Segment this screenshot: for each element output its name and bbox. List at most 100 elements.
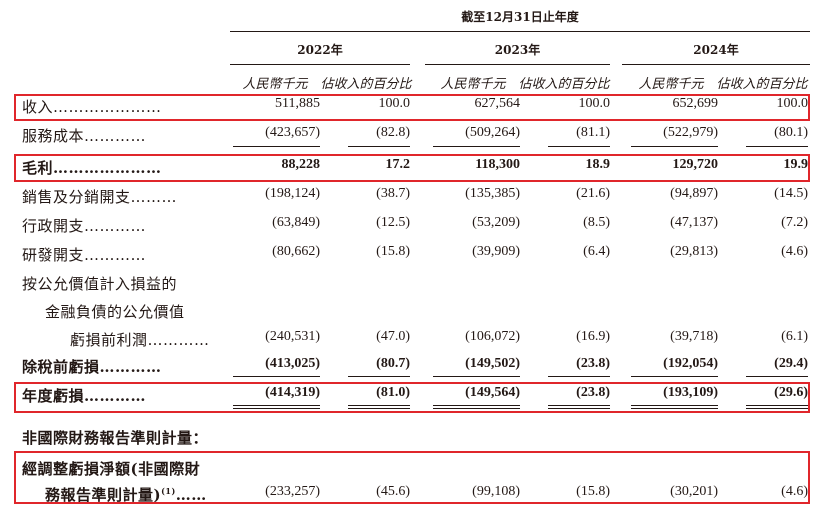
row-0-value-2: 627,564: [474, 96, 521, 111]
row-5-value-5: (4.6): [781, 244, 808, 259]
row-label-8: 年度虧損…………: [22, 387, 147, 405]
row-0-value-5: 100.0: [776, 96, 809, 111]
non-ifrs-value-3: (15.8): [576, 484, 610, 499]
sum-rule2-2-4: [631, 408, 718, 409]
row-3-value-5: (14.5): [774, 186, 808, 201]
sum-rule-1-1: [348, 376, 410, 377]
row-4-value-2: (53,209): [472, 215, 520, 230]
sum-rule-2-1: [348, 405, 410, 406]
period-heading: 截至12月31日止年度: [461, 10, 579, 24]
col-rmb-2022: 人民幣千元: [242, 77, 308, 92]
row-2-value-5: 19.9: [783, 157, 809, 172]
sum-rule-0-3: [548, 146, 610, 147]
sum-rule-2-2: [433, 405, 520, 406]
row-5-value-4: (29,813): [670, 244, 718, 259]
row-1-value-4: (522,979): [663, 125, 718, 140]
row-4-value-1: (12.5): [376, 215, 410, 230]
year-2023-rule: [425, 64, 610, 65]
non-ifrs-value-2: (99,108): [472, 484, 520, 499]
non-ifrs-heading: 非國際財務報告準則計量：: [22, 429, 209, 447]
year-2022-heading: 2022年: [297, 43, 343, 57]
row-8-value-2: (149,564): [465, 385, 520, 400]
row-5-value-2: (39,909): [472, 244, 520, 259]
row-5-value-1: (15.8): [376, 244, 410, 259]
row-1-value-1: (82.8): [376, 125, 410, 140]
non-ifrs-label-text: 務報告準則計量): [45, 486, 162, 504]
row-6-value-3: (16.9): [576, 329, 610, 344]
non-ifrs-dots: ……: [175, 486, 207, 504]
sum-rule-1-3: [548, 376, 610, 377]
row-5-value-0: (80,662): [272, 244, 320, 259]
row-6-value-4: (39,718): [670, 329, 718, 344]
row-8-value-3: (23.8): [576, 385, 610, 400]
sum-rule-2-0: [233, 405, 320, 406]
col-pct-2024: 佔收入的百分比: [716, 77, 808, 92]
row-label-2: 毛利…………………: [22, 159, 162, 177]
row-4-value-5: (7.2): [781, 215, 808, 230]
highlight-annual-loss: [14, 382, 810, 413]
sum-rule2-2-1: [348, 408, 410, 409]
non-ifrs-value-4: (30,201): [670, 484, 718, 499]
sum-rule-0-4: [631, 146, 718, 147]
sum-rule-1-0: [233, 376, 320, 377]
row-6-value-2: (106,072): [465, 329, 520, 344]
sum-rule-2-4: [631, 405, 718, 406]
sum-rule-0-1: [348, 146, 410, 147]
row-label-line-0: 按公允價值計入損益的: [22, 275, 178, 293]
row-label-0: 收入…………………: [22, 98, 162, 116]
sum-rule2-2-0: [233, 408, 320, 409]
sum-rule-2-3: [548, 405, 610, 406]
highlight-revenue: [14, 94, 810, 121]
col-pct-2022: 佔收入的百分比: [320, 77, 412, 92]
row-7-value-0: (413,025): [265, 356, 320, 371]
sum-rule-2-5: [746, 405, 808, 406]
footnote-marker: (1): [161, 486, 176, 496]
row-1-value-0: (423,657): [265, 125, 320, 140]
sum-rule-0-2: [433, 146, 520, 147]
row-4-value-0: (63,849): [272, 215, 320, 230]
row-2-value-1: 17.2: [385, 157, 411, 172]
row-3-value-1: (38.7): [376, 186, 410, 201]
sum-rule-1-5: [746, 376, 808, 377]
row-0-value-1: 100.0: [378, 96, 411, 111]
row-7-value-5: (29.4): [774, 356, 808, 371]
col-pct-2023: 佔收入的百分比: [518, 77, 610, 92]
non-ifrs-value-1: (45.6): [376, 484, 410, 499]
col-rmb-2024: 人民幣千元: [638, 77, 704, 92]
sum-rule2-2-2: [433, 408, 520, 409]
year-2023-heading: 2023年: [494, 43, 541, 57]
non-ifrs-label-line-1: 務報告準則計量)(1)……: [45, 484, 207, 505]
row-1-value-2: (509,264): [465, 125, 520, 140]
row-0-value-3: 100.0: [578, 96, 611, 111]
row-1-value-3: (81.1): [576, 125, 610, 140]
row-7-value-2: (149,502): [465, 356, 520, 371]
sum-rule-0-5: [746, 146, 808, 147]
row-7-value-4: (192,054): [663, 356, 718, 371]
row-8-value-4: (193,109): [663, 385, 718, 400]
col-rmb-2023: 人民幣千元: [440, 77, 506, 92]
sum-rule-1-2: [433, 376, 520, 377]
period-rule: [230, 31, 810, 32]
row-label-5: 研發開支…………: [22, 246, 147, 264]
row-2-value-3: 18.9: [585, 157, 611, 172]
sum-rule-1-4: [631, 376, 718, 377]
row-7-value-1: (80.7): [376, 356, 410, 371]
row-0-value-0: 511,885: [275, 96, 320, 111]
row-8-value-0: (414,319): [265, 385, 320, 400]
sum-rule2-2-5: [746, 408, 808, 409]
row-label-1: 服務成本…………: [22, 127, 147, 145]
row-7-value-3: (23.8): [576, 356, 610, 371]
row-8-value-5: (29.6): [774, 385, 808, 400]
row-1-value-5: (80.1): [774, 125, 808, 140]
row-3-value-0: (198,124): [265, 186, 320, 201]
row-3-value-3: (21.6): [576, 186, 610, 201]
row-label-line-2: 虧損前利潤…………: [70, 331, 210, 349]
non-ifrs-value-5: (4.6): [781, 484, 808, 499]
row-5-value-3: (6.4): [583, 244, 610, 259]
row-3-value-2: (135,385): [465, 186, 520, 201]
row-8-value-1: (81.0): [376, 385, 410, 400]
highlight-gross-profit: [14, 154, 810, 182]
sum-rule-0-0: [233, 146, 320, 147]
non-ifrs-value-0: (233,257): [265, 484, 320, 499]
row-label-line-1: 金融負債的公允價值: [45, 303, 185, 321]
